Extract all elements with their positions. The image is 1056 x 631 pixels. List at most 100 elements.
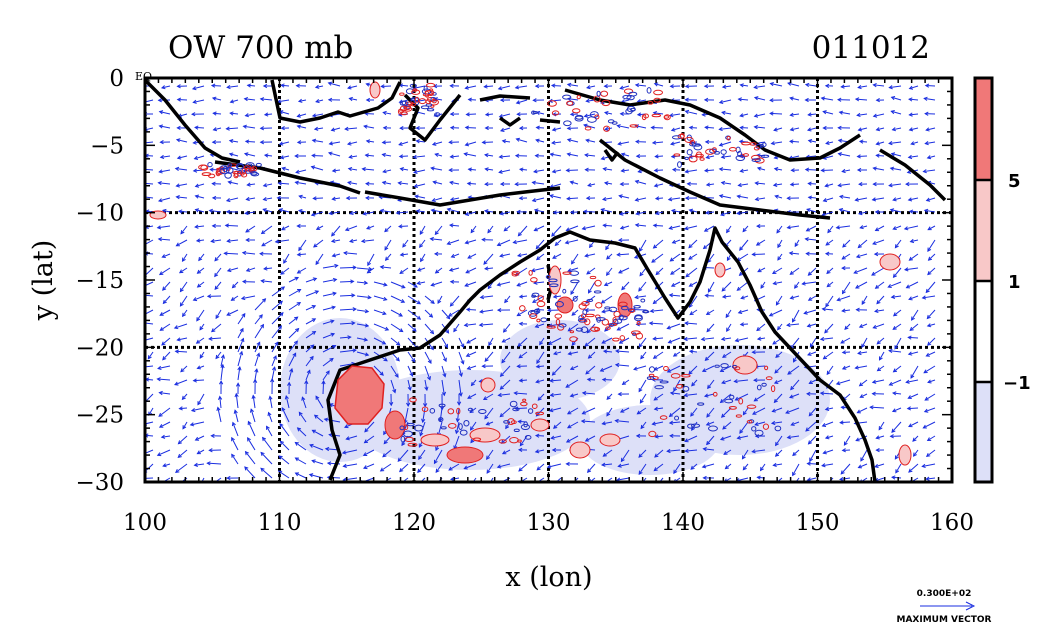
wind-vector [926,323,936,328]
wind-vector [923,365,936,374]
wind-vector [305,305,317,311]
wind-vector [398,154,409,159]
wind-vector [887,281,902,288]
wind-vector [688,125,698,130]
wind-vector [366,225,375,230]
wind-vector [876,337,885,345]
ow-contour [456,407,461,415]
wind-vector [640,421,647,430]
wind-vector [769,98,783,103]
wind-vector [245,196,256,202]
wind-vector [586,377,596,382]
wind-vector [193,462,205,467]
wind-vector [416,267,426,272]
wind-vector [271,325,283,339]
wind-vector [481,237,494,242]
wind-vector [431,141,443,146]
ow-contour [562,94,572,100]
wind-vector [654,154,664,159]
wind-vector [586,267,596,275]
wind-vector [871,391,885,396]
wind-vector [198,253,205,262]
wind-vector [704,351,715,361]
ow-contour [734,366,741,371]
wind-vector [923,407,936,413]
wind-vector [927,337,936,346]
wind-vector [449,223,460,228]
wind-vector [216,406,222,423]
wind-vector [742,225,749,233]
wind-vector [196,281,205,288]
ow-contour [548,278,558,283]
wind-vector [669,391,681,396]
ow-contour [420,105,430,110]
wind-vector [390,281,406,289]
wind-vector [449,295,460,307]
wind-vector [670,141,681,146]
wind-vector [756,223,766,229]
wind-vector [925,197,936,202]
wind-vector [614,362,630,368]
ow-contour [737,150,742,158]
wind-vector [874,225,885,232]
ow-contour [584,126,592,131]
wind-vector [551,127,562,132]
wind-vector [775,351,783,358]
wind-vector [739,421,749,434]
wind-vector [464,239,477,245]
wind-vector [844,323,851,331]
wind-vector [424,323,435,335]
wind-vector [180,365,188,373]
wind-vector [196,449,205,455]
wind-vector [539,337,545,346]
wind-vector [195,238,205,243]
wind-vector [927,253,936,261]
wind-vector [618,267,630,274]
wind-vector [278,208,290,213]
wind-vector [407,281,418,288]
ow-contour [403,106,413,112]
wind-vector [891,391,902,396]
wind-vector [638,379,647,393]
wind-vector [160,434,171,439]
wind-vector [614,418,630,424]
wind-vector [616,124,630,129]
wind-vector [145,99,154,103]
map-gridlines [145,78,952,482]
wind-vector [505,421,511,430]
wind-vector [774,449,783,457]
wind-vector [223,251,239,256]
wind-vector [346,141,358,146]
wind-vector [807,351,817,356]
wind-vector [517,253,528,258]
wind-vector [331,196,341,201]
wind-vector [310,165,324,171]
wind-vector [825,239,834,246]
wind-vector [808,407,817,417]
wind-vector [390,337,401,346]
wind-vector [806,208,817,213]
wind-vector [225,126,239,131]
ow-contour [572,108,581,114]
wind-vector [254,368,259,381]
wind-vector [581,225,596,231]
wind-vector [635,433,647,439]
wind-vector [519,435,528,447]
wind-vector [390,323,404,333]
wind-vector [407,309,422,320]
wind-vector [566,407,579,415]
ow-contour [250,171,258,176]
wind-vector [331,253,341,258]
ow-contour-speckle [198,82,782,447]
ow-contour [586,116,597,123]
wind-vector [498,169,511,174]
wind-vector [261,239,273,247]
wind-vector [281,166,290,171]
wind-vector [718,167,732,172]
wind-vector [363,124,375,129]
wind-vector [584,337,596,347]
wind-vector [569,365,579,371]
wind-vector [244,466,256,479]
wind-vector [271,355,277,367]
wind-vector [606,253,613,260]
